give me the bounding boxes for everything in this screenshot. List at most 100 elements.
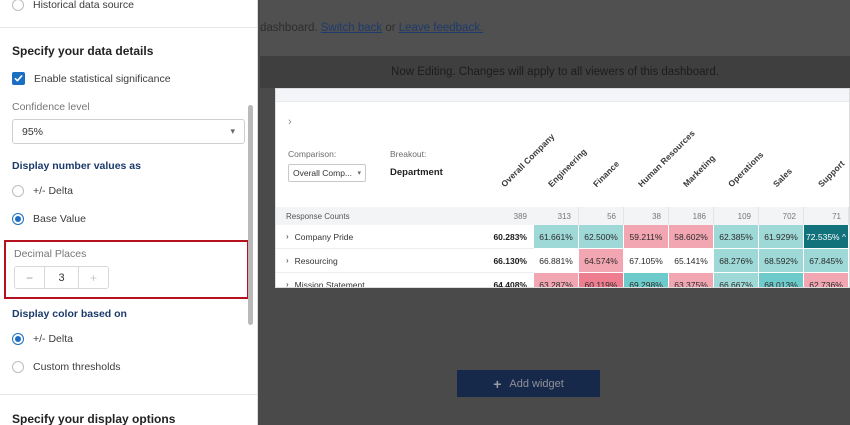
radio-icon: [12, 185, 24, 197]
comparison-value: Overall Comp...: [293, 168, 353, 178]
add-widget-button[interactable]: + Add widget: [457, 370, 600, 397]
leave-feedback-link[interactable]: Leave feedback.: [398, 22, 484, 34]
expand-chevron-icon[interactable]: ›: [286, 232, 289, 241]
number-base-value-label: Base Value: [33, 213, 86, 225]
heatmap-cell[interactable]: 72.535% ^: [804, 225, 849, 249]
decimal-places-value[interactable]: 3: [58, 271, 65, 284]
overall-value: 64.408%: [486, 273, 534, 287]
heatmap-cell[interactable]: 63.375%: [669, 273, 714, 287]
column-header: Finance: [590, 158, 621, 189]
count-cell: 186: [669, 207, 714, 225]
display-number-values-label: Display number values as: [12, 160, 141, 172]
column-header: Sales: [770, 165, 794, 189]
decimal-places-stepper[interactable]: − 3 +: [14, 266, 109, 289]
table-row[interactable]: › Resourcing 66.130% 66.881% 64.574% 67.105% 6…: [276, 249, 849, 273]
comparison-select[interactable]: Overall Comp... ▾: [288, 164, 366, 182]
settings-panel: Historical data source Specify your data…: [0, 0, 258, 425]
display-color-based-on-label: Display color based on: [12, 308, 127, 320]
overall-count: 389: [486, 207, 534, 225]
comparison-control: Comparison: Overall Comp... ▾: [288, 149, 366, 182]
banner-notice-prefix: dashboard.: [260, 22, 318, 34]
enable-significance-label: Enable statistical significance: [34, 72, 171, 85]
response-counts-row: Response Counts 389 313 56 38 186 109 702 71: [276, 207, 849, 225]
column-header: Engineering: [545, 146, 589, 189]
row-label[interactable]: › Resourcing: [276, 249, 486, 273]
table-row[interactable]: › Company Pride 60.283% 61.661% 62.500% 59.21…: [276, 225, 849, 249]
chevron-right-icon[interactable]: ›: [288, 116, 292, 128]
divider: [0, 394, 257, 395]
expand-chevron-icon[interactable]: ›: [286, 256, 289, 265]
heatmap-cell[interactable]: 59.211%: [624, 225, 669, 249]
divider: [0, 27, 257, 28]
heatmap-cell[interactable]: 68.013%: [759, 273, 804, 287]
color-custom-label: Custom thresholds: [33, 361, 121, 373]
heatmap-cell[interactable]: 62.385%: [714, 225, 759, 249]
breakout-value: Department: [390, 167, 443, 178]
table-row[interactable]: › Mission Statement 64.408% 63.287% 60.119% 6…: [276, 273, 849, 288]
heatmap-cell[interactable]: 61.661%: [534, 225, 579, 249]
heatmap-cell[interactable]: 65.141%: [669, 249, 714, 273]
option-number-base-value[interactable]: Base Value: [12, 208, 245, 230]
heatmap-cell[interactable]: 68.276%: [714, 249, 759, 273]
heatmap-cell[interactable]: 60.119%: [579, 273, 624, 287]
heatmap-cell[interactable]: 69.298%: [624, 273, 669, 287]
count-cell: 56: [579, 207, 624, 225]
decimal-places-highlight: Decimal Places − 3 +: [4, 240, 249, 299]
row-label[interactable]: › Company Pride: [276, 225, 486, 249]
row-label-text: Mission Statement: [294, 279, 365, 288]
count-cell: 38: [624, 207, 669, 225]
option-color-custom-thresholds[interactable]: Custom thresholds: [12, 356, 245, 378]
dashboard-widget-card: › Comparison: Overall Comp... ▾ Breakout…: [275, 88, 850, 288]
row-label-text: Resourcing: [294, 255, 338, 266]
row-header-label: Response Counts: [276, 207, 486, 225]
chevron-down-icon: ▾: [357, 170, 361, 177]
widget-controls: Comparison: Overall Comp... ▾ Breakout: …: [288, 149, 443, 182]
breakout-label: Breakout:: [390, 149, 427, 159]
heatmap-cell[interactable]: 62.500%: [579, 225, 624, 249]
radio-icon: [12, 0, 24, 11]
heatmap-cell[interactable]: 62.736%: [804, 273, 849, 287]
confidence-level-select[interactable]: 95% ▾: [12, 119, 245, 144]
count-cell: 71: [804, 207, 849, 225]
heatmap-cell[interactable]: 67.845%: [804, 249, 849, 273]
confidence-level-label: Confidence level: [12, 101, 90, 113]
now-editing-banner: Now Editing. Changes will apply to all v…: [260, 56, 850, 88]
expand-chevron-icon[interactable]: ›: [286, 280, 289, 288]
heatmap-cell[interactable]: 63.287%: [534, 273, 579, 287]
heatmap-cell[interactable]: 67.105%: [624, 249, 669, 273]
column-header: Marketing: [680, 152, 717, 189]
now-editing-text: Now Editing. Changes will apply to all v…: [391, 66, 719, 78]
column-header: Support: [815, 158, 847, 189]
panel-scrollbar[interactable]: [248, 105, 253, 325]
enable-significance-row[interactable]: Enable statistical significance: [12, 72, 245, 85]
heatmap-cell[interactable]: 66.667%: [714, 273, 759, 287]
increment-button[interactable]: +: [78, 267, 108, 288]
heatmap-cell[interactable]: 68.592%: [759, 249, 804, 273]
data-details-heading: Specify your data details: [12, 44, 154, 58]
column-headers: Overall Company Engineering Finance Human R…: [276, 109, 849, 189]
radio-icon: [12, 361, 24, 373]
heatmap-cell[interactable]: 64.574%: [579, 249, 624, 273]
heatmap-cell[interactable]: 66.881%: [534, 249, 579, 273]
banner-or: or: [385, 22, 396, 34]
count-cell: 313: [534, 207, 579, 225]
heatmap-cell[interactable]: 58.602%: [669, 225, 714, 249]
checkbox-checked-icon: [12, 72, 25, 85]
confidence-level-value: 95%: [22, 125, 44, 138]
add-widget-label: Add widget: [509, 377, 564, 390]
switch-back-link[interactable]: Switch back: [320, 22, 383, 34]
banner-notice-text: dashboard. Switch back or Leave feedback…: [260, 22, 483, 34]
option-historical-data-source[interactable]: Historical data source: [12, 0, 245, 16]
breakout-control: Breakout: Department: [390, 149, 443, 182]
option-color-delta[interactable]: +/- Delta: [12, 328, 245, 350]
overall-value: 66.130%: [486, 249, 534, 273]
row-label-text: Company Pride: [294, 231, 354, 242]
overall-value: 60.283%: [486, 225, 534, 249]
decrement-button[interactable]: −: [15, 267, 45, 288]
column-header: Operations: [725, 149, 765, 189]
heatmap-cell[interactable]: 61.929%: [759, 225, 804, 249]
option-number-delta[interactable]: +/- Delta: [12, 180, 245, 202]
row-label[interactable]: › Mission Statement: [276, 273, 486, 288]
number-delta-label: +/- Delta: [33, 185, 73, 197]
